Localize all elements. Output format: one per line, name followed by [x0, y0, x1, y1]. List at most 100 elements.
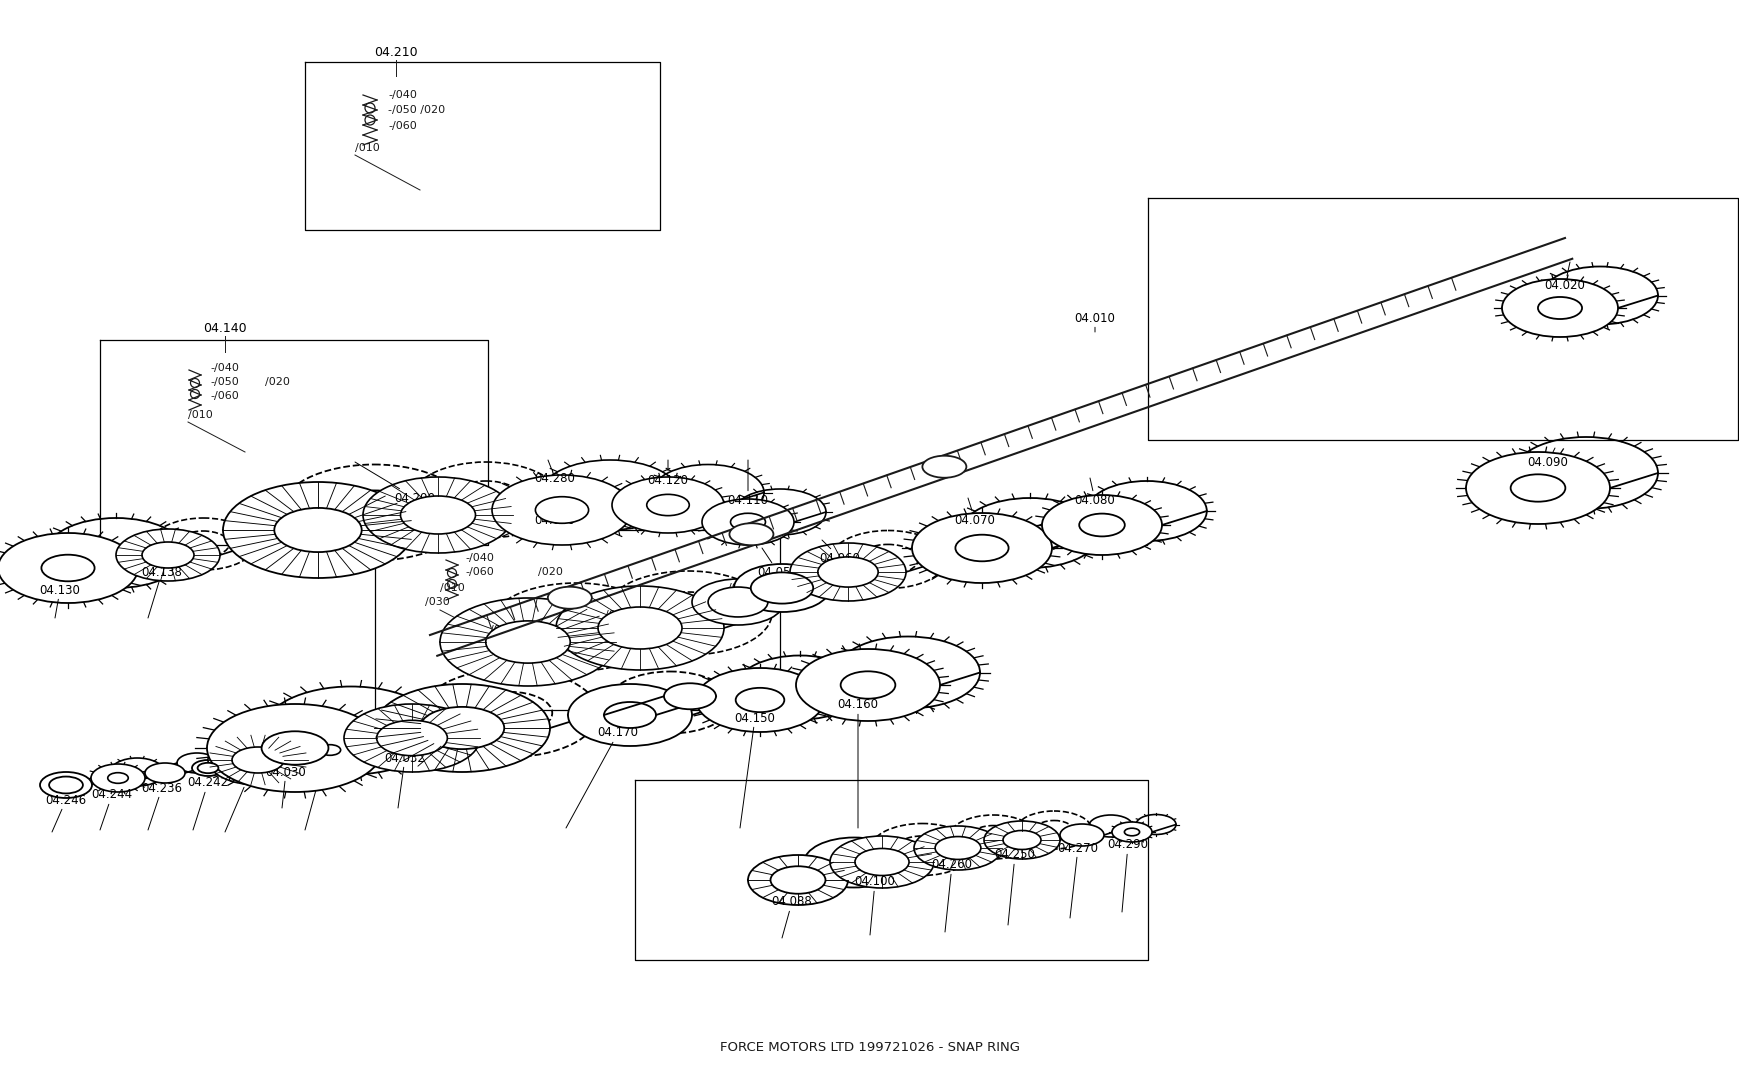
Ellipse shape: [817, 556, 878, 587]
Text: -/040: -/040: [210, 363, 238, 373]
Ellipse shape: [419, 707, 504, 749]
Ellipse shape: [934, 837, 981, 859]
Text: 04.100: 04.100: [854, 875, 896, 935]
Ellipse shape: [261, 731, 329, 765]
Ellipse shape: [303, 736, 358, 764]
Ellipse shape: [231, 747, 283, 773]
Ellipse shape: [647, 494, 689, 516]
Text: 04.230: 04.230: [224, 771, 268, 832]
Text: 04.110: 04.110: [727, 460, 769, 506]
Ellipse shape: [612, 477, 723, 533]
Text: 04.030: 04.030: [266, 765, 306, 808]
Text: /020: /020: [605, 610, 630, 620]
Text: 04.150: 04.150: [734, 712, 776, 828]
Text: 04.280: 04.280: [534, 460, 576, 485]
Ellipse shape: [603, 702, 656, 728]
Ellipse shape: [117, 529, 219, 581]
Text: /030: /030: [490, 625, 515, 635]
Ellipse shape: [548, 586, 591, 609]
Text: 04.120: 04.120: [647, 460, 689, 487]
Ellipse shape: [1466, 452, 1609, 524]
Text: -/060: -/060: [210, 391, 238, 401]
Text: 04.250: 04.250: [995, 849, 1035, 924]
Ellipse shape: [1537, 297, 1581, 319]
Ellipse shape: [795, 649, 939, 721]
Ellipse shape: [696, 668, 824, 732]
Ellipse shape: [854, 849, 908, 875]
Text: 04.088: 04.088: [770, 896, 812, 938]
Ellipse shape: [320, 745, 341, 755]
Ellipse shape: [198, 763, 219, 774]
Ellipse shape: [440, 598, 616, 686]
Text: 04.244: 04.244: [92, 789, 132, 830]
Text: 04.060: 04.060: [819, 540, 861, 565]
Ellipse shape: [598, 607, 682, 649]
Ellipse shape: [913, 826, 1002, 870]
Ellipse shape: [207, 704, 383, 792]
Ellipse shape: [191, 760, 224, 776]
Ellipse shape: [567, 684, 692, 746]
Ellipse shape: [1002, 830, 1040, 850]
Ellipse shape: [790, 542, 906, 601]
Text: 04.032: 04.032: [384, 751, 426, 808]
Ellipse shape: [144, 763, 184, 783]
Ellipse shape: [275, 508, 362, 552]
Ellipse shape: [729, 523, 774, 546]
Ellipse shape: [344, 704, 480, 771]
Text: /010: /010: [355, 143, 379, 153]
Ellipse shape: [90, 764, 144, 792]
Ellipse shape: [376, 720, 447, 755]
Ellipse shape: [1042, 495, 1162, 555]
Ellipse shape: [143, 542, 193, 568]
Text: 04.170: 04.170: [565, 727, 638, 828]
Text: -/060: -/060: [388, 121, 417, 131]
Ellipse shape: [840, 671, 896, 699]
Text: 04.290: 04.290: [1106, 839, 1148, 912]
Ellipse shape: [922, 456, 965, 477]
Ellipse shape: [734, 564, 830, 612]
Ellipse shape: [701, 499, 793, 545]
Text: 04.140: 04.140: [203, 321, 247, 335]
Ellipse shape: [911, 513, 1052, 583]
Text: -/050: -/050: [210, 377, 238, 387]
Text: 04.236: 04.236: [141, 781, 183, 830]
Text: -/050 /020: -/050 /020: [388, 105, 445, 114]
Text: /020: /020: [264, 377, 290, 387]
Ellipse shape: [492, 475, 631, 545]
Text: 04.242: 04.242: [188, 777, 228, 830]
Text: 04.208: 04.208: [301, 762, 343, 830]
Text: 04.090: 04.090: [1527, 448, 1567, 469]
Ellipse shape: [363, 477, 513, 553]
Ellipse shape: [1059, 824, 1103, 846]
Text: 04.130: 04.130: [40, 583, 80, 618]
Text: -/060: -/060: [464, 567, 494, 577]
Ellipse shape: [770, 867, 824, 893]
Ellipse shape: [692, 579, 784, 625]
Ellipse shape: [108, 773, 129, 783]
Ellipse shape: [750, 572, 812, 603]
Text: 04.080: 04.080: [1075, 478, 1115, 506]
Text: 04.020: 04.020: [1544, 262, 1584, 291]
Text: 04.050: 04.050: [756, 548, 798, 579]
Ellipse shape: [485, 621, 570, 663]
Text: 04.290: 04.290: [355, 462, 435, 504]
Ellipse shape: [1078, 514, 1123, 536]
Text: /030: /030: [424, 597, 449, 607]
Ellipse shape: [984, 821, 1059, 859]
Ellipse shape: [1509, 474, 1565, 502]
Text: FORCE MOTORS LTD 199721026 - SNAP RING: FORCE MOTORS LTD 199721026 - SNAP RING: [720, 1041, 1019, 1055]
Ellipse shape: [556, 586, 723, 670]
Ellipse shape: [49, 777, 83, 794]
Text: 04.210: 04.210: [374, 46, 417, 59]
Ellipse shape: [1501, 279, 1617, 337]
Ellipse shape: [736, 688, 784, 713]
Ellipse shape: [536, 496, 588, 523]
Text: 04.070: 04.070: [955, 498, 995, 526]
Ellipse shape: [1111, 822, 1151, 842]
Ellipse shape: [40, 771, 92, 798]
Text: 04.040: 04.040: [534, 514, 576, 526]
Ellipse shape: [42, 554, 94, 581]
Ellipse shape: [374, 684, 550, 771]
Ellipse shape: [1123, 828, 1139, 836]
Ellipse shape: [730, 514, 765, 531]
